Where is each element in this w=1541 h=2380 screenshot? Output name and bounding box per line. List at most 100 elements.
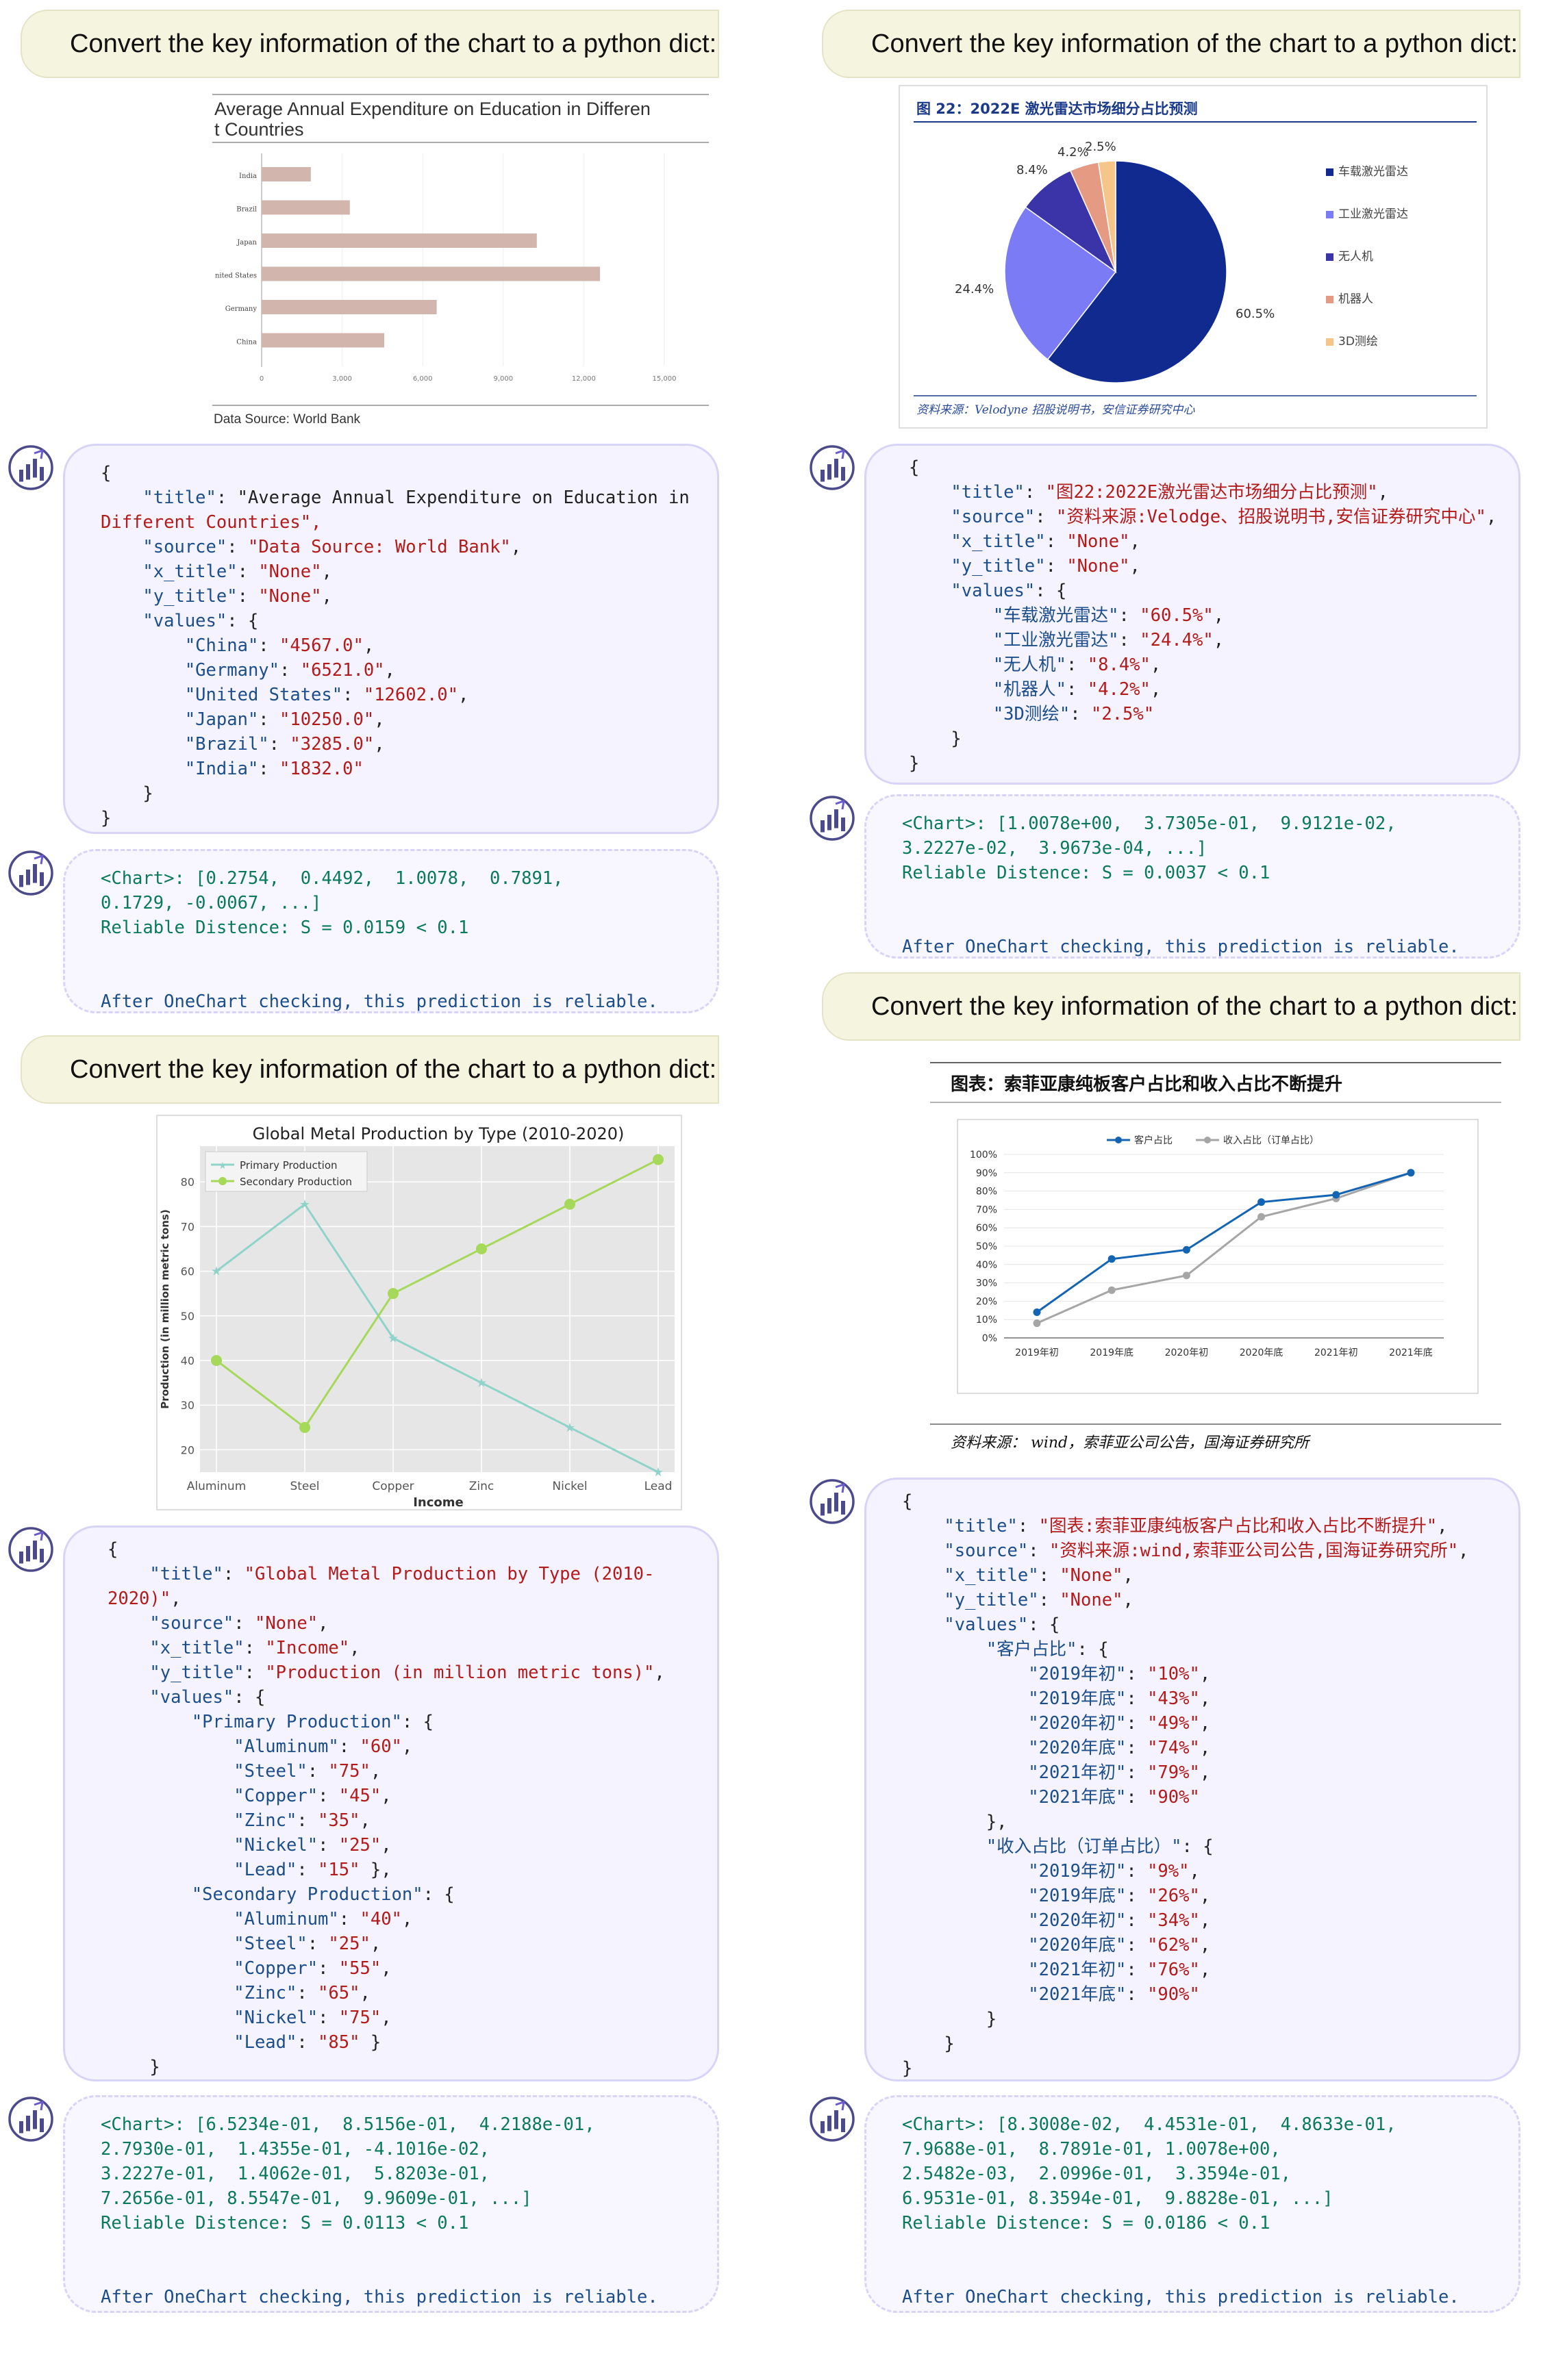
onechart-logo-icon bbox=[808, 794, 856, 842]
plot-area bbox=[200, 1146, 675, 1472]
logo-bar bbox=[26, 870, 30, 885]
logo-ring bbox=[8, 2097, 53, 2142]
logo-bar bbox=[26, 1546, 30, 1562]
pie-slice bbox=[1097, 160, 1116, 273]
code-card: { "title": "Global Metal Production by T… bbox=[63, 1526, 719, 2081]
point-marker bbox=[299, 1421, 310, 1433]
logo-graphic bbox=[8, 2097, 53, 2142]
logo-bar bbox=[33, 459, 37, 478]
bar bbox=[262, 300, 437, 314]
logo-bar bbox=[841, 467, 845, 481]
check-card: <Chart>: [1.0078e+00, 3.7305e-01, 9.9121… bbox=[864, 794, 1520, 959]
point-marker bbox=[1033, 1319, 1041, 1328]
chart-title: Average Annual Expenditure on Education … bbox=[214, 99, 651, 119]
tick-label: 70% bbox=[976, 1204, 997, 1215]
onechart-logo-icon bbox=[808, 2095, 856, 2143]
logo-graphic bbox=[8, 850, 53, 896]
category-label: 2019年底 bbox=[1090, 1347, 1133, 1358]
pie-slice bbox=[1047, 160, 1227, 383]
logo-bar bbox=[827, 1498, 831, 1514]
legend-label: 机器人 bbox=[1338, 292, 1373, 306]
category-label: Japan bbox=[236, 239, 257, 246]
chart-title: Global Metal Production by Type (2010-20… bbox=[253, 1124, 625, 1143]
logo-graphic bbox=[810, 445, 855, 490]
logo-bar bbox=[26, 2116, 30, 2131]
check-card: <Chart>: [0.2754, 0.4492, 1.0078, 0.7891… bbox=[63, 849, 719, 1013]
bar bbox=[262, 167, 311, 181]
chart-source: 资料来源： wind，索菲亚公司公告，国海证券研究所 bbox=[951, 1434, 1311, 1452]
logo-arrow bbox=[34, 448, 44, 459]
category-label: 2021年初 bbox=[1314, 1347, 1358, 1358]
metal-chart: Global Metal Production by Type (2010-20… bbox=[156, 1115, 682, 1510]
logo-bar bbox=[834, 1493, 838, 1512]
code-block: { "title": "Average Annual Expenditure o… bbox=[101, 463, 690, 828]
tick-label: 90% bbox=[976, 1168, 997, 1179]
logo-bar bbox=[26, 464, 30, 480]
bar bbox=[262, 233, 537, 248]
education-chart: Average Annual Expenditure on Education … bbox=[188, 85, 710, 431]
logo-arrow bbox=[835, 1482, 845, 1493]
legend-swatch bbox=[1326, 211, 1333, 218]
logo-arrow bbox=[835, 448, 845, 459]
category-label: nited States bbox=[215, 273, 257, 280]
tick-label: 60% bbox=[976, 1223, 997, 1234]
onechart-logo-icon bbox=[7, 1526, 55, 1573]
logo-bar bbox=[40, 872, 44, 886]
tick-label: 30% bbox=[976, 1278, 997, 1289]
logo-arrow bbox=[835, 2100, 845, 2111]
legend-marker: ★ bbox=[218, 1160, 227, 1171]
legend-label: 客户占比 bbox=[1134, 1135, 1173, 1146]
category-label: Germany bbox=[225, 305, 258, 313]
point-marker bbox=[211, 1354, 222, 1366]
category-label: Brazil bbox=[236, 206, 257, 214]
star-marker: ★ bbox=[211, 1265, 222, 1278]
bar bbox=[262, 200, 350, 215]
onechart-logo-icon bbox=[7, 2095, 55, 2143]
logo-bar bbox=[841, 2118, 845, 2132]
series-line bbox=[1036, 1172, 1412, 1324]
logo-bar bbox=[834, 809, 838, 828]
code-block: { "title": "图表:索菲亚康纯板客户占比和收入占比不断提升", "so… bbox=[902, 1491, 1469, 2079]
onechart-logo-icon bbox=[808, 444, 856, 492]
prompt-bubble: Convert the key information of the chart… bbox=[822, 10, 1520, 78]
category-label: Aluminum bbox=[187, 1480, 247, 1493]
category-label: Nickel bbox=[552, 1480, 587, 1493]
tick-label: 6,000 bbox=[413, 375, 433, 383]
tick-label: 100% bbox=[970, 1150, 997, 1161]
logo-graphic bbox=[8, 1527, 53, 1572]
legend-marker bbox=[218, 1177, 227, 1185]
legend-marker bbox=[1204, 1137, 1211, 1143]
legend-label: 无人机 bbox=[1338, 250, 1373, 264]
tick-label: 12,000 bbox=[572, 375, 596, 383]
onechart-logo-icon bbox=[808, 1478, 856, 1526]
tick-label: 50 bbox=[181, 1310, 195, 1323]
legend-label: 车载激光雷达 bbox=[1338, 165, 1408, 179]
check-footer: After OneChart checking, this prediction… bbox=[101, 2287, 658, 2307]
logo-ring bbox=[810, 796, 855, 841]
check-result: <Chart>: [0.2754, 0.4492, 1.0078, 0.7891… bbox=[101, 868, 564, 938]
category-label: 2019年初 bbox=[1015, 1347, 1059, 1358]
logo-ring bbox=[810, 2097, 855, 2142]
logo-bar bbox=[19, 2121, 23, 2134]
legend-label: 3D测绘 bbox=[1338, 335, 1378, 349]
tick-label: 30 bbox=[181, 1399, 195, 1412]
point-marker bbox=[1332, 1191, 1340, 1199]
chart-title: 图表：索菲亚康纯板客户占比和收入占比不断提升 bbox=[951, 1074, 1342, 1095]
chart-title: t Countries bbox=[214, 119, 304, 140]
chart-source: Data Source: World Bank bbox=[214, 412, 361, 427]
legend-swatch bbox=[1326, 168, 1333, 176]
category-label: 2021年底 bbox=[1389, 1347, 1433, 1358]
logo-bar bbox=[834, 2110, 838, 2129]
slice-label: 8.4% bbox=[1016, 163, 1048, 177]
category-label: China bbox=[236, 339, 257, 346]
logo-bar bbox=[19, 875, 23, 887]
check-card: <Chart>: [6.5234e-01, 8.5156e-01, 4.2188… bbox=[63, 2095, 719, 2313]
prompt-bubble: Convert the key information of the chart… bbox=[822, 972, 1520, 1041]
slice-label: 4.2% bbox=[1057, 145, 1089, 160]
logo-bar bbox=[33, 864, 37, 883]
pie-slice bbox=[1004, 206, 1117, 361]
point-marker bbox=[476, 1243, 487, 1254]
series-line bbox=[216, 1202, 659, 1473]
star-marker: ★ bbox=[653, 1465, 664, 1479]
point-marker bbox=[1257, 1213, 1266, 1221]
